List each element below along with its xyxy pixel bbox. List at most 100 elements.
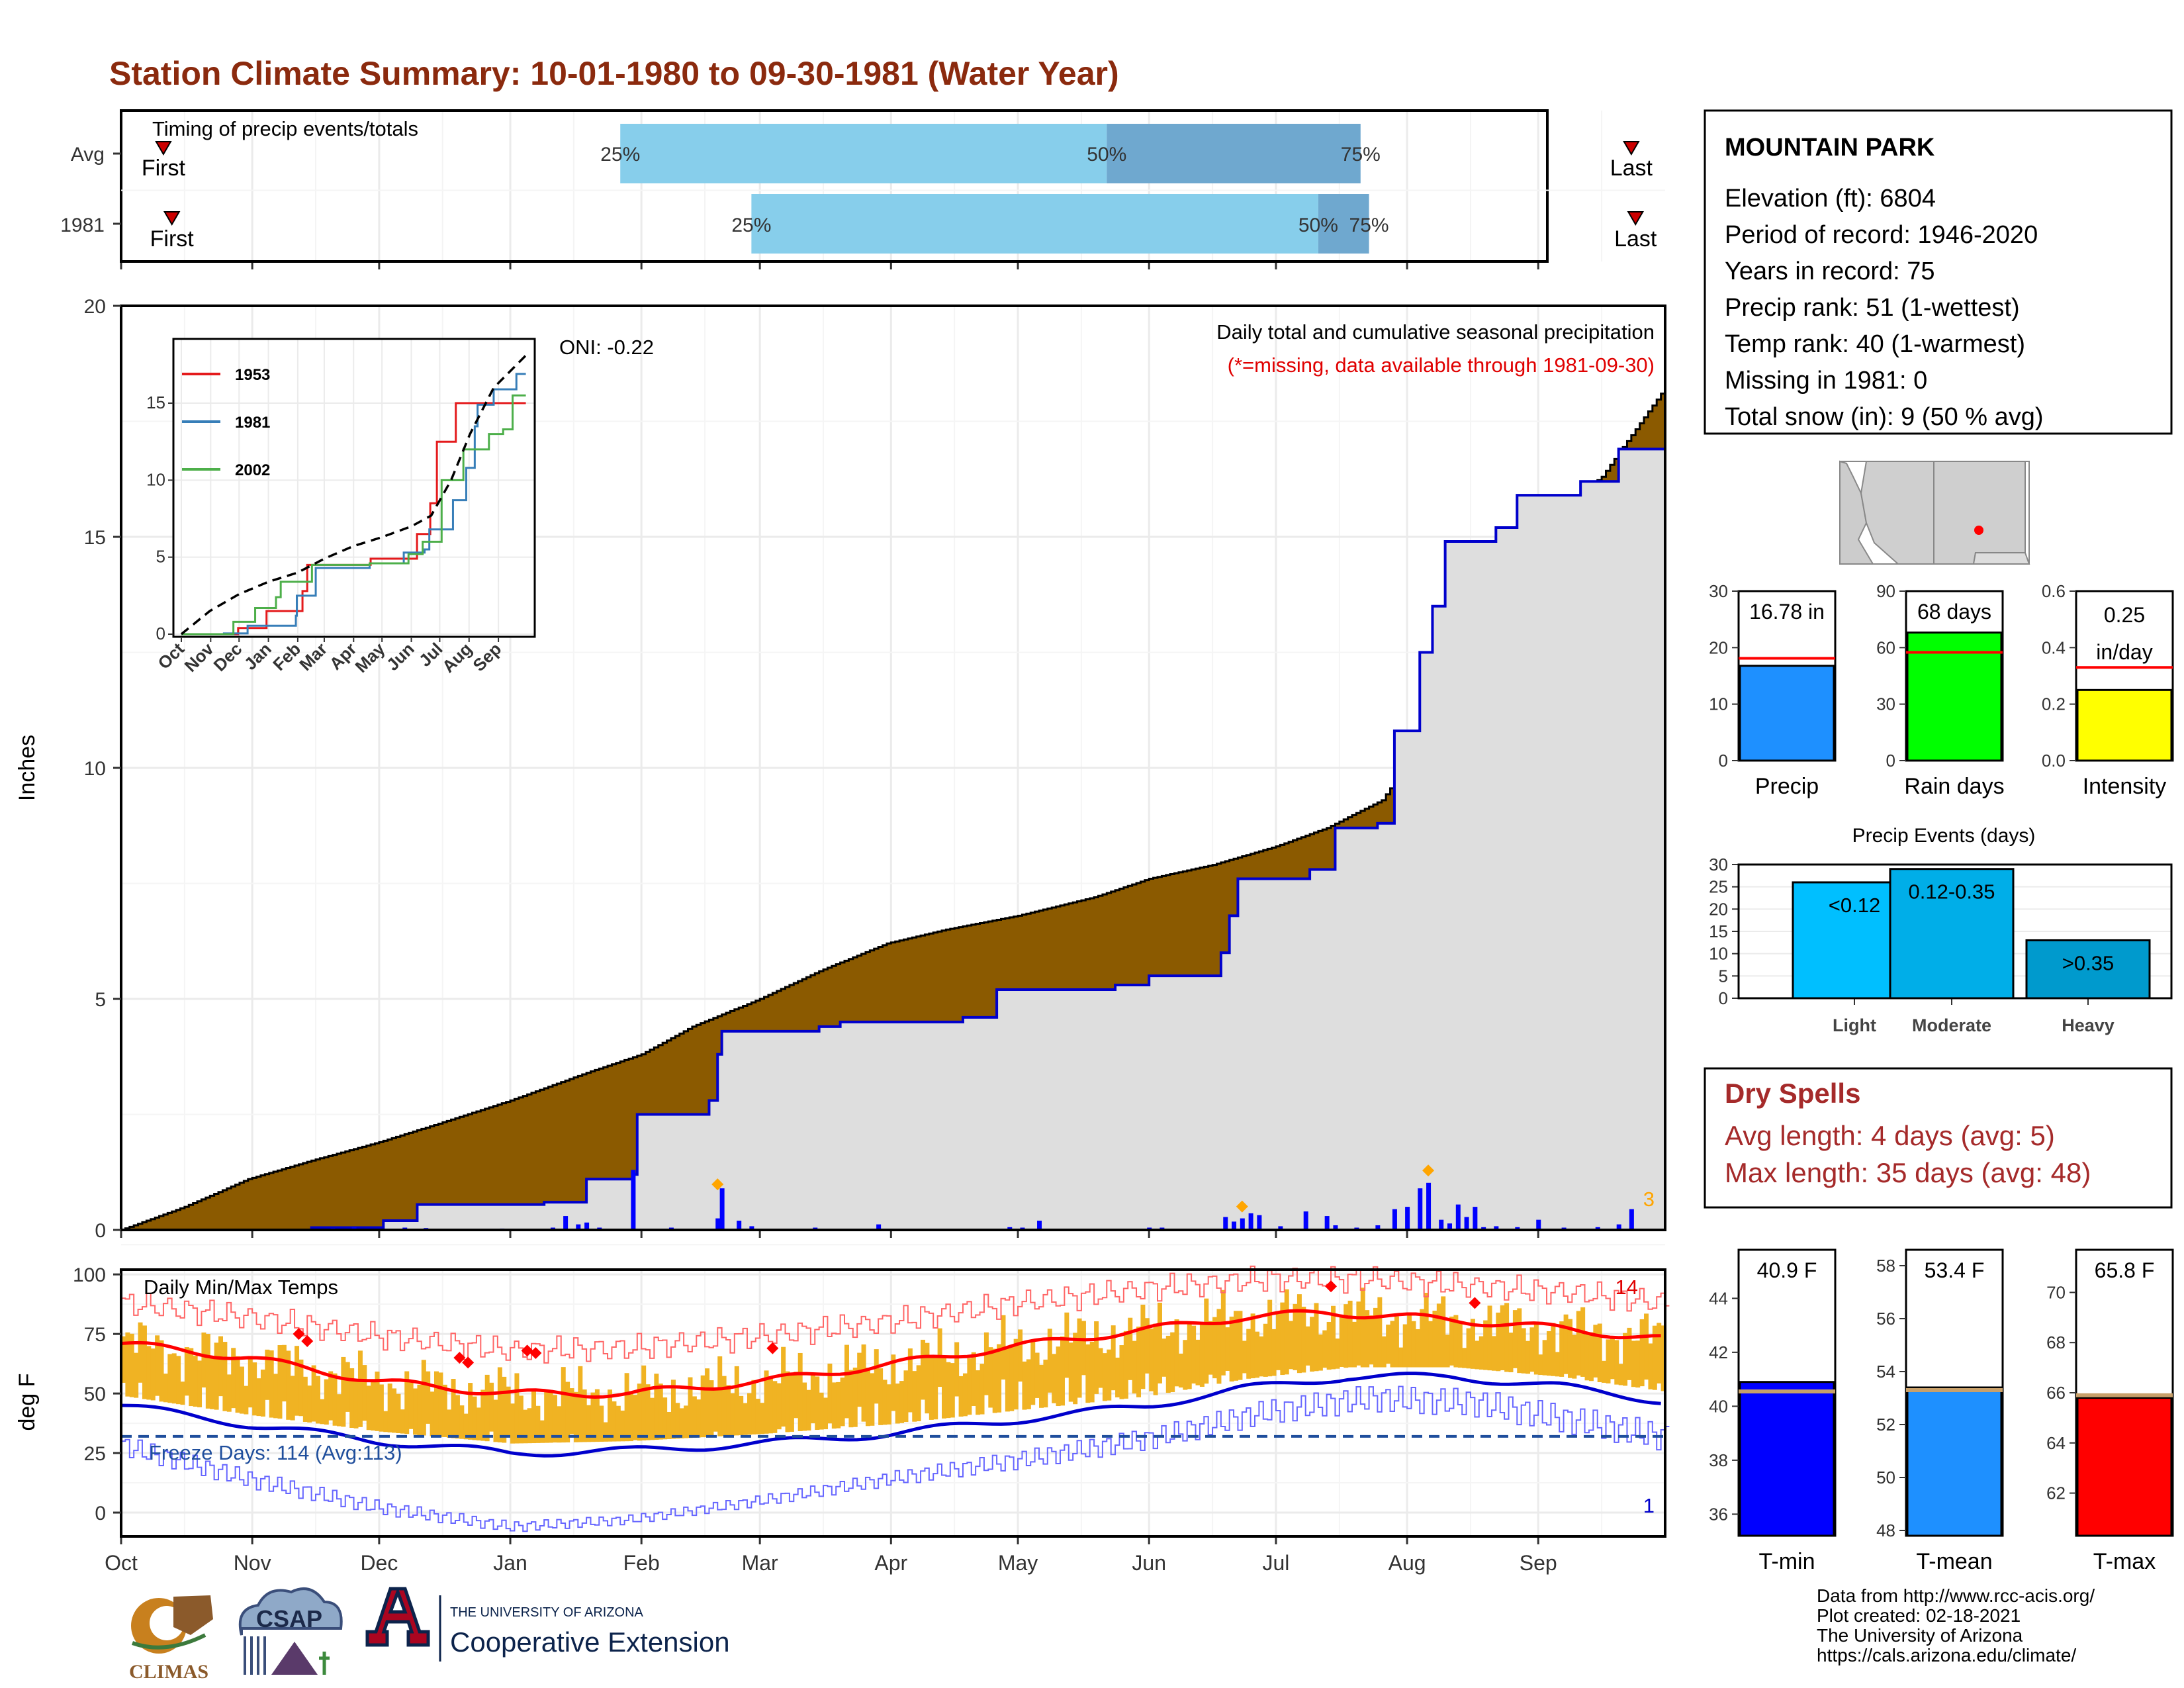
precip-y-axis-label: Inches [15, 735, 40, 801]
record-high-marker [453, 1352, 466, 1364]
daily-temp-range-bar [1284, 1289, 1289, 1375]
daily-temp-range-bar [286, 1350, 291, 1420]
daily-temp-range-bar [1140, 1304, 1146, 1389]
daily-precip-bar [1455, 1204, 1461, 1230]
footer-line-data-source: Data from http://www.rcc-acis.org/ [1817, 1585, 2095, 1606]
daily-temp-range-bar [438, 1372, 443, 1437]
daily-temp-range-bar [1077, 1318, 1082, 1398]
daily-temp-range-bar [417, 1384, 422, 1435]
mini-bar-category-label: Intensity [2083, 774, 2167, 799]
daily-temp-range-bar [781, 1346, 786, 1427]
timing-bar-q50-q75 [1318, 194, 1369, 254]
daily-temp-range-bar [675, 1403, 680, 1439]
mini-bar-y-tick-label: 42 [1709, 1342, 1728, 1362]
daily-temp-range-bar [1271, 1329, 1277, 1376]
daily-temp-range-bar [946, 1362, 951, 1419]
daily-temp-range-bar [1593, 1325, 1598, 1378]
daily-temp-range-bar [265, 1349, 270, 1400]
daily-temp-range-bar [717, 1356, 723, 1436]
daily-temp-range-bar [764, 1370, 769, 1434]
precip-y-tick-label: 0 [95, 1220, 106, 1242]
inset-series-line-1981 [181, 373, 526, 635]
daily-temp-range-bar [514, 1373, 520, 1444]
station-info-line: Total snow (in): 9 (50 % avg) [1725, 403, 2044, 431]
daily-temp-range-bar [1635, 1340, 1641, 1388]
mini-bar-y-tick-label: 66 [2046, 1383, 2066, 1403]
precip-event-highlight-marker [711, 1178, 724, 1191]
daily-temp-range-bar [193, 1356, 198, 1407]
station-info-line: Temp rank: 40 (1-warmest) [1725, 330, 2025, 358]
daily-temp-range-bar [155, 1335, 160, 1396]
daily-temp-range-bar [1508, 1333, 1514, 1373]
daily-temp-range-bar [235, 1356, 240, 1413]
station-info-line: Years in record: 75 [1725, 258, 1935, 285]
daily-temp-range-bar [1559, 1321, 1565, 1377]
daily-temp-range-bar [612, 1401, 617, 1442]
daily-temp-range-bar [1623, 1333, 1628, 1386]
daily-temp-range-bar [189, 1348, 194, 1407]
precip-event-highlight-marker [1422, 1164, 1435, 1177]
timing-bar-q25-q50 [620, 124, 1107, 183]
daily-temp-range-bar [1411, 1321, 1416, 1368]
daily-temp-range-bar [1030, 1340, 1036, 1405]
daily-temp-range-bar [1204, 1298, 1209, 1384]
events-category-label: Moderate [1912, 1015, 1991, 1035]
daily-temp-range-bar [404, 1371, 410, 1434]
daily-temp-range-bar [455, 1395, 460, 1439]
daily-temp-range-bar [586, 1405, 592, 1442]
daily-temp-range-bar [1517, 1308, 1522, 1374]
daily-temp-range-bar [785, 1371, 790, 1432]
daily-temp-range-bar [506, 1386, 511, 1437]
daily-temp-range-bar [1280, 1302, 1285, 1376]
timing-last-label-1981: Last [1614, 226, 1657, 252]
daily-precip-bar [563, 1216, 569, 1230]
csap-logo: CSAP [238, 1587, 343, 1675]
mini-bar-category-label: T-min [1759, 1549, 1815, 1574]
daily-temp-range-bar [413, 1388, 418, 1435]
daily-temp-range-bar [1576, 1311, 1581, 1376]
daily-temp-range-bar [962, 1373, 968, 1417]
daily-temp-range-bar [1588, 1332, 1594, 1382]
daily-temp-range-bar [755, 1399, 760, 1434]
mini-bar-value [1739, 1381, 1835, 1537]
precip-y-tick-label: 15 [84, 527, 106, 549]
daily-precip-bar [1392, 1209, 1397, 1230]
daily-temp-range-bar [747, 1393, 752, 1435]
daily-temp-range-bar [1572, 1335, 1577, 1379]
month-label-nov: Nov [234, 1551, 271, 1575]
mini-bar-y-tick-label: 20 [1709, 637, 1728, 657]
daily-temp-range-bar [1195, 1339, 1201, 1385]
daily-temp-range-bar [891, 1354, 896, 1411]
month-label-aug: Aug [1388, 1551, 1426, 1575]
daily-temp-range-bar [670, 1380, 676, 1439]
daily-temp-range-bar [921, 1339, 926, 1400]
mini-bar-y-tick-label: 0 [1719, 751, 1728, 771]
timing-last-marker [1623, 141, 1640, 156]
daily-temp-range-bar [379, 1384, 384, 1432]
events-y-tick-label: 30 [1709, 855, 1728, 874]
avg-min-temp-line [120, 1372, 1661, 1458]
daily-temp-range-bar [1153, 1323, 1158, 1395]
events-bar-range-label: <0.12 [1829, 894, 1880, 917]
daily-temp-range-bar [1089, 1341, 1095, 1403]
daily-temp-range-bar [518, 1395, 523, 1444]
timing-q25-label-1981: 25% [731, 214, 771, 236]
daily-temp-range-bar [1242, 1340, 1247, 1374]
month-label-may: May [998, 1551, 1038, 1575]
daily-temp-range-bar [142, 1325, 147, 1399]
mini-bar-value-label: 40.9 F [1757, 1258, 1817, 1282]
daily-temp-range-bar [197, 1360, 203, 1407]
page-title: Station Climate Summary: 10-01-1980 to 0… [109, 55, 1119, 92]
daily-precip-bar [1223, 1217, 1228, 1230]
mini-bar-value-label: 65.8 F [2095, 1258, 2155, 1282]
daily-temp-range-bar [633, 1395, 638, 1440]
daily-temp-range-bar [1170, 1332, 1175, 1392]
daily-temp-range-bar [599, 1405, 604, 1442]
daily-precip-bar [1232, 1221, 1237, 1230]
mini-bar-y-tick-label: 64 [2046, 1433, 2066, 1453]
daily-temp-range-bar [1420, 1309, 1425, 1368]
daily-temp-range-bar [776, 1383, 782, 1430]
daily-precip-bar [351, 1227, 357, 1230]
daily-temp-range-bar [696, 1399, 702, 1438]
daily-temp-range-bar [848, 1370, 854, 1428]
